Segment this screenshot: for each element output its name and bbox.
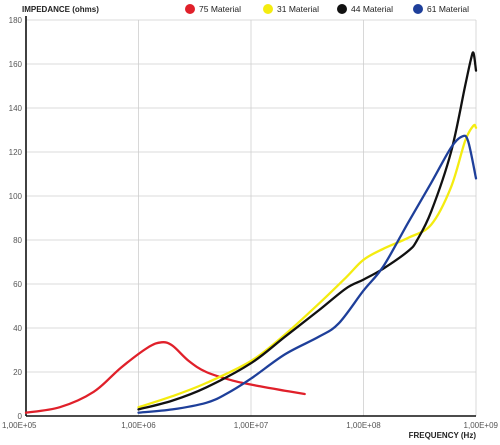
x-axis-title: FREQUENCY (Hz): [409, 431, 477, 440]
y-tick-label: 20: [13, 368, 22, 377]
series-line-44-material: [137, 51, 478, 411]
legend-label-44-material: 44 Material: [351, 4, 393, 14]
x-tick-label: 1,00E+08: [346, 421, 381, 430]
y-tick-label: 60: [13, 280, 22, 289]
y-tick-label: 120: [9, 148, 23, 157]
y-tick-label: 100: [9, 192, 23, 201]
y-tick-label: 40: [13, 324, 22, 333]
x-tick-label: 1,00E+07: [234, 421, 269, 430]
x-tick-label: 1,00E+05: [2, 421, 37, 430]
legend: 75 Material 31 Material 44 Material 61 Mate…: [185, 4, 469, 14]
series-line-31-material: [137, 123, 478, 409]
axes: [25, 16, 476, 417]
y-tick-labels: 0 20 40 60 80 100 120 140 160 180: [9, 16, 23, 421]
grid-lines: [26, 19, 477, 416]
series-line-75-material: [24, 341, 306, 414]
series-line-61-material: [137, 134, 478, 414]
y-axis-title: IMPEDANCE (ohms): [22, 5, 99, 14]
legend-marker-44-material: [337, 4, 347, 14]
y-tick-label: 160: [9, 60, 23, 69]
y-tick-label: 0: [18, 412, 23, 421]
y-tick-label: 180: [9, 16, 23, 25]
legend-marker-75-material: [185, 4, 195, 14]
legend-label-75-material: 75 Material: [199, 4, 241, 14]
legend-marker-31-material: [263, 4, 273, 14]
legend-marker-61-material: [413, 4, 423, 14]
legend-label-61-material: 61 Material: [427, 4, 469, 14]
y-tick-label: 80: [13, 236, 22, 245]
x-tick-label: 1,00E+09: [464, 421, 499, 430]
y-tick-label: 140: [9, 104, 23, 113]
legend-label-31-material: 31 Material: [277, 4, 319, 14]
x-tick-label: 1,00E+06: [121, 421, 156, 430]
series-lines: [24, 51, 478, 414]
x-tick-labels: 1,00E+05 1,00E+06 1,00E+07 1,00E+08 1,00E+09: [2, 421, 499, 430]
